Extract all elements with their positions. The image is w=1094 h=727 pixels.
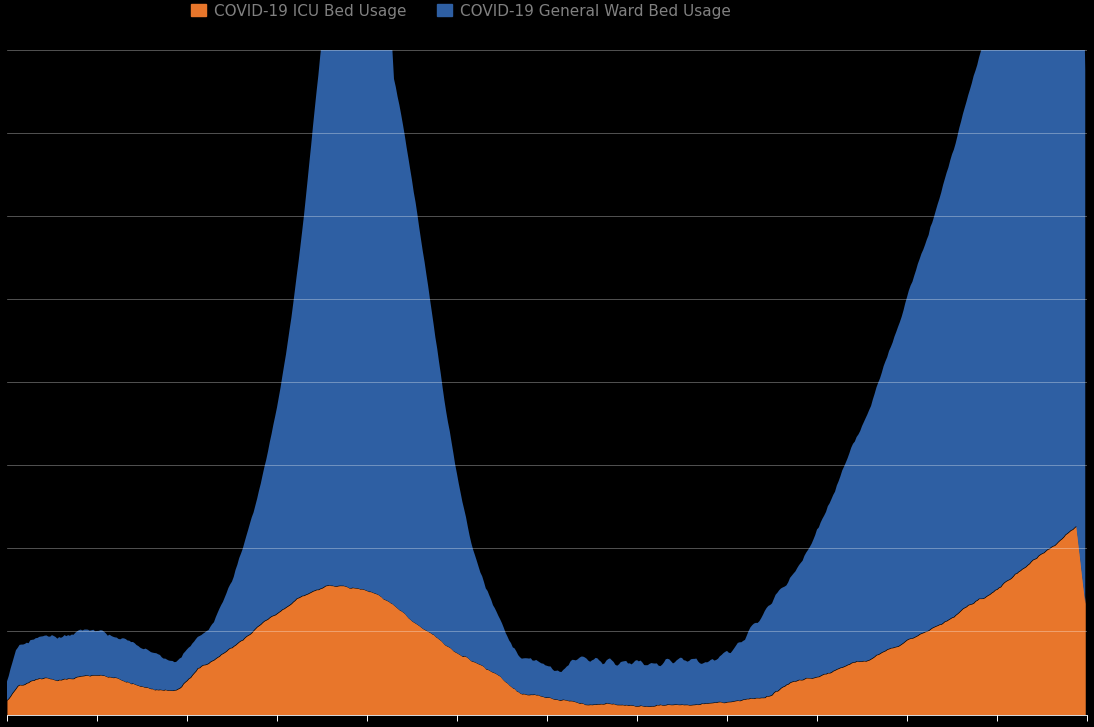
Legend: COVID-19 ICU Bed Usage, COVID-19 General Ward Bed Usage: COVID-19 ICU Bed Usage, COVID-19 General… (185, 0, 736, 25)
